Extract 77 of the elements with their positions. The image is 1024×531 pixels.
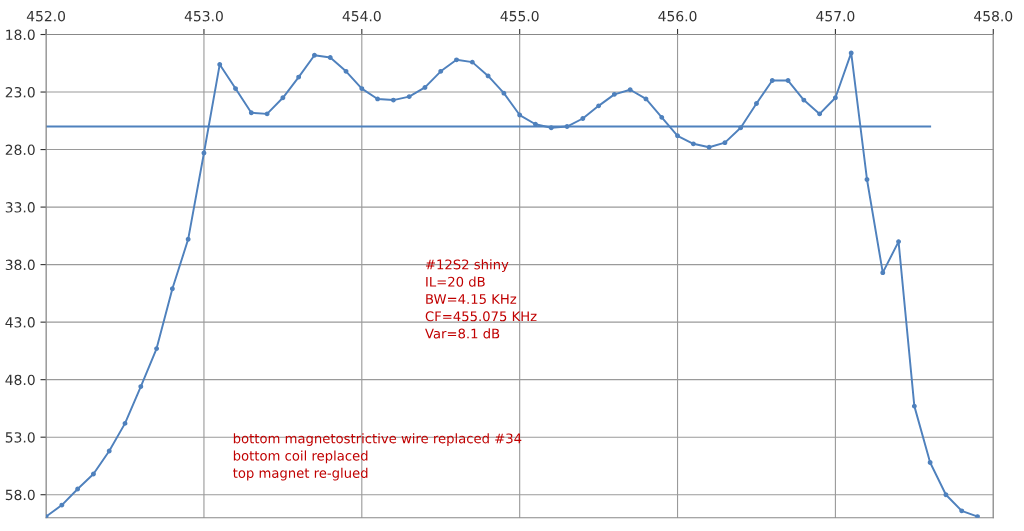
point <box>975 514 980 518</box>
x-tick-label: 457.0 <box>816 10 855 22</box>
y-tick-label: 38.0 <box>5 259 35 271</box>
point <box>201 150 207 156</box>
point <box>296 74 302 80</box>
point <box>690 141 696 147</box>
point <box>880 270 886 276</box>
point <box>864 177 870 182</box>
point <box>75 486 81 492</box>
point <box>343 68 349 74</box>
y-tick-label: 28.0 <box>5 144 35 156</box>
point <box>927 460 933 465</box>
point <box>706 144 712 150</box>
x-tick-label: 452.0 <box>26 10 66 22</box>
point <box>359 86 365 92</box>
point <box>91 471 96 477</box>
point <box>169 286 175 292</box>
point <box>785 78 791 83</box>
point <box>375 96 381 102</box>
y-tick-label: 23.0 <box>5 87 35 98</box>
point <box>580 116 586 121</box>
point <box>138 384 144 389</box>
x-tick-label: 455.0 <box>500 10 539 22</box>
annotation: #12S2 shiny IL=20 dB BW=4.15 KHz CF=455.075 KHz Var=8.1 dB <box>425 259 537 339</box>
point <box>248 110 254 116</box>
point <box>596 103 602 109</box>
point <box>611 91 617 97</box>
y-tick-label: 58.0 <box>5 489 35 501</box>
point <box>627 87 633 93</box>
point <box>264 111 270 117</box>
point <box>848 50 854 56</box>
point <box>154 346 160 352</box>
point <box>106 448 112 454</box>
y-tick-label: 33.0 <box>5 202 35 213</box>
point <box>564 124 570 129</box>
point <box>122 420 128 426</box>
point <box>738 125 744 131</box>
point <box>659 114 665 120</box>
point <box>422 85 428 90</box>
point <box>675 133 680 139</box>
point <box>185 236 191 242</box>
point <box>438 68 444 74</box>
annotation: bottom magnetostrictive wire replaced #34 bottom coil replaced top magnet re-glued <box>233 433 522 481</box>
point <box>722 140 728 146</box>
point <box>469 59 475 65</box>
point <box>754 101 759 106</box>
y-tick-label: 18.0 <box>6 29 35 40</box>
point <box>217 61 223 67</box>
point <box>485 73 491 79</box>
x-tick-label: 458.0 <box>974 10 1013 22</box>
y-tick-label: 43.0 <box>5 317 35 328</box>
point <box>327 55 333 60</box>
x-tick-label: 453.0 <box>184 10 223 22</box>
point <box>501 90 507 96</box>
point <box>280 95 286 101</box>
point <box>896 239 901 245</box>
point <box>911 403 917 409</box>
point <box>454 57 459 63</box>
point <box>390 97 396 103</box>
point <box>832 95 838 101</box>
point <box>533 121 538 127</box>
x-tick-label: 454.0 <box>342 10 381 22</box>
x-tick-label: 456.0 <box>658 10 697 22</box>
point <box>943 492 949 498</box>
point <box>769 78 775 83</box>
point <box>59 502 65 508</box>
point <box>801 97 807 103</box>
point <box>517 112 523 118</box>
y-tick-label: 53.0 <box>5 432 35 443</box>
point <box>959 508 965 514</box>
point <box>406 94 412 100</box>
y-tick-label: 48.0 <box>5 374 35 386</box>
point <box>643 96 649 102</box>
point <box>817 111 823 117</box>
point <box>548 125 554 131</box>
point <box>233 86 238 92</box>
point <box>312 52 317 58</box>
